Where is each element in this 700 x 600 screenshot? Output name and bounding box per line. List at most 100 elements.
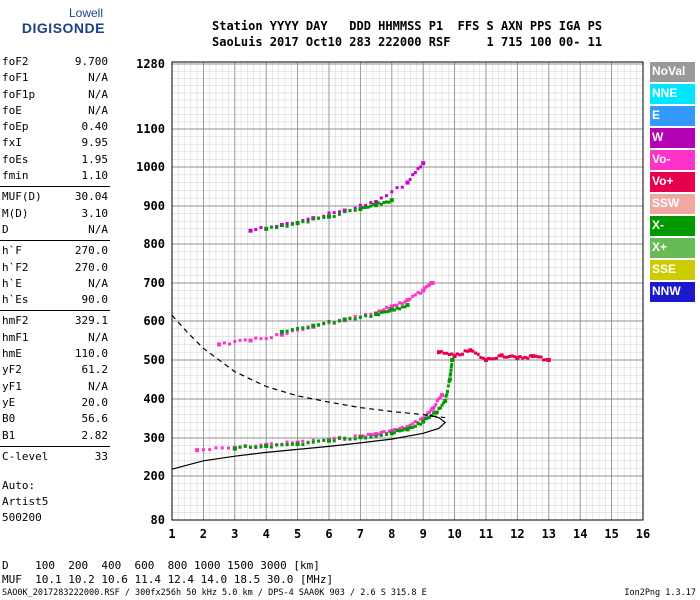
- param-row: h`F2 270.0: [0, 260, 112, 276]
- trace-point: [377, 432, 381, 436]
- trace-point: [387, 200, 391, 204]
- legend-item: SSE: [650, 260, 695, 280]
- param-name: foF1p: [2, 87, 36, 101]
- x-tick-label: 8: [388, 527, 395, 541]
- trace-point: [405, 427, 410, 432]
- trace-point: [446, 389, 450, 393]
- trace-point: [437, 407, 441, 411]
- param-row: MUF(D) 30.04: [0, 189, 112, 205]
- param-row: foF1 N/A: [0, 70, 112, 86]
- trace-point: [436, 350, 441, 355]
- trace-point: [395, 303, 399, 307]
- trace-point: [444, 394, 448, 398]
- param-value: 0.40: [81, 120, 109, 134]
- param-row: foF2 9.700: [0, 54, 112, 70]
- trace-point: [395, 429, 399, 433]
- param-separator: [0, 310, 110, 312]
- trace-point: [445, 351, 449, 355]
- trace-point: [369, 201, 373, 205]
- y-tick-label: 80: [151, 513, 165, 527]
- trace-point: [419, 417, 423, 421]
- trace-point: [243, 338, 247, 342]
- param-row: hmE 110.0: [0, 346, 112, 362]
- trace-point: [416, 422, 420, 426]
- x-tick-label: 11: [479, 527, 493, 541]
- trace-point: [389, 431, 394, 436]
- x-tick-label: 3: [231, 527, 238, 541]
- trace-point: [413, 424, 417, 428]
- trace-point: [382, 430, 386, 434]
- trace-point: [421, 416, 426, 421]
- trace-point: [364, 314, 368, 318]
- trace-point: [460, 352, 464, 356]
- param-row: yE 20.0: [0, 395, 112, 411]
- trace-point: [443, 398, 448, 403]
- param-name: yF1: [2, 379, 22, 393]
- param-value: 1.10: [81, 169, 109, 183]
- trace-point: [285, 222, 289, 226]
- trace-point: [201, 448, 205, 452]
- param-value: 270.0: [74, 244, 108, 258]
- param-separator: [0, 240, 110, 242]
- param-value: N/A: [88, 71, 108, 85]
- trace-point: [411, 422, 415, 426]
- param-row: foF1p N/A: [0, 87, 112, 103]
- trace-point: [311, 440, 315, 444]
- trace-point: [434, 403, 438, 407]
- trace-point: [518, 355, 522, 359]
- trace-point: [403, 427, 407, 431]
- trace-point: [521, 356, 525, 360]
- auto-line1: Auto:: [2, 479, 36, 492]
- trace-point: [322, 438, 326, 442]
- trace-point: [400, 428, 404, 432]
- trace-point: [492, 357, 496, 361]
- trace-point: [259, 443, 263, 447]
- y-tick-label: 1000: [136, 160, 165, 174]
- param-value: 110.0: [74, 347, 108, 361]
- legend-item: NNE: [650, 84, 695, 104]
- trace-point: [430, 281, 435, 285]
- param-name: yF2: [2, 363, 22, 377]
- x-tick-label: 14: [573, 527, 587, 541]
- trace-point: [502, 355, 506, 359]
- param-separator: [0, 445, 110, 447]
- param-value: N/A: [88, 103, 108, 117]
- trace-point: [403, 300, 407, 304]
- trace-point: [446, 384, 450, 388]
- trace-point: [534, 354, 538, 358]
- y-tick-label: 1100: [136, 122, 165, 136]
- trace-point: [427, 283, 431, 287]
- trace-point: [353, 317, 357, 321]
- trace-point: [449, 372, 453, 376]
- trace-point: [400, 425, 404, 429]
- trace-point: [416, 290, 420, 294]
- param-name: foF1: [2, 71, 29, 85]
- trace-point: [426, 284, 430, 288]
- param-row: fmin 1.10: [0, 168, 112, 184]
- trace-point: [264, 443, 269, 448]
- param-value: 9.95: [81, 136, 109, 150]
- profile-dashed-curve: [171, 314, 446, 419]
- trace-point: [248, 338, 253, 343]
- trace-point: [544, 358, 548, 362]
- param-name: MUF(D): [2, 190, 42, 204]
- trace-point: [400, 302, 404, 306]
- trace-point: [389, 304, 394, 309]
- trace-point: [382, 308, 386, 312]
- trace-point: [311, 323, 316, 328]
- param-value: 56.6: [81, 412, 109, 426]
- trace-point: [466, 349, 470, 353]
- trace-point: [389, 198, 394, 203]
- x-tick-label: 12: [510, 527, 524, 541]
- param-value: 33: [94, 449, 108, 463]
- trace-point: [419, 422, 423, 426]
- trace-point: [440, 403, 444, 407]
- header-line2: SaoLuis 2017 Oct10 283 222000 RSF 1 715 …: [212, 35, 603, 49]
- trace-point: [327, 211, 331, 215]
- conversion-table: D 100 200 400 600 800 1000 1500 3000 [km…: [2, 559, 333, 587]
- trace-point: [279, 332, 284, 337]
- trace-point: [348, 209, 352, 213]
- x-tick-label: 5: [294, 527, 301, 541]
- trace-point: [449, 368, 453, 372]
- param-value: 270.0: [74, 260, 108, 274]
